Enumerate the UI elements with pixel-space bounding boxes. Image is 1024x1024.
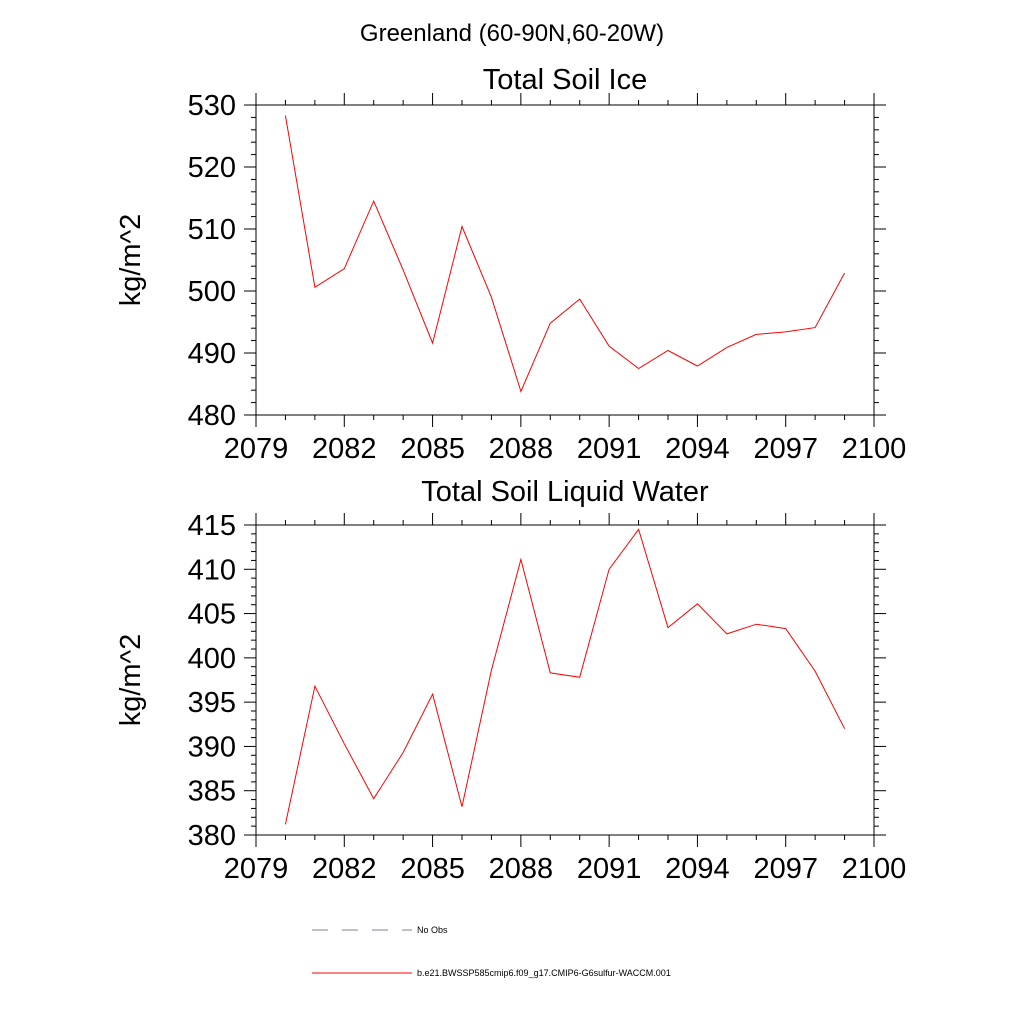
x-tick-label: 2094 bbox=[665, 853, 730, 885]
x-tick-label: 2088 bbox=[489, 433, 554, 465]
x-tick-label: 2085 bbox=[400, 853, 465, 885]
series-line bbox=[284, 528, 846, 825]
x-tick-label: 2100 bbox=[842, 853, 907, 885]
y-tick-label: 520 bbox=[188, 152, 236, 184]
x-tick-label: 2082 bbox=[312, 853, 377, 885]
x-tick-label: 2094 bbox=[665, 433, 730, 465]
legend-label: No Obs bbox=[417, 925, 448, 935]
y-tick-label: 510 bbox=[188, 214, 236, 246]
main-title: Greenland (60-90N,60-20W) bbox=[360, 20, 664, 47]
chart-panel-total-soil-liquid-water: Total Soil Liquid Water kg/m^2 2079 2082 2… bbox=[115, 476, 906, 885]
y-tick-label: 390 bbox=[188, 731, 236, 763]
chart-title: Total Soil Ice bbox=[483, 64, 647, 96]
plot-frame bbox=[255, 104, 875, 416]
x-tick-label: 2097 bbox=[753, 853, 818, 885]
y-axis-label: kg/m^2 bbox=[115, 634, 147, 727]
x-tick-label: 2100 bbox=[842, 433, 907, 465]
x-tick-label: 2091 bbox=[577, 853, 642, 885]
y-axis-label: kg/m^2 bbox=[115, 214, 147, 307]
x-tick-label: 2079 bbox=[224, 853, 289, 885]
x-tick-label: 2082 bbox=[312, 433, 377, 465]
x-tick-label: 2091 bbox=[577, 433, 642, 465]
y-tick-label: 480 bbox=[188, 400, 236, 432]
x-tick-label: 2097 bbox=[753, 433, 818, 465]
legend: No Obs b.e21.BWSSP585cmip6.f09_g17.CMIP6… bbox=[312, 925, 671, 978]
y-tick-label: 380 bbox=[188, 820, 236, 852]
axis-ticks bbox=[244, 513, 886, 847]
y-tick-label: 410 bbox=[188, 554, 236, 586]
y-tick-label: 490 bbox=[188, 338, 236, 370]
legend-label: b.e21.BWSSP585cmip6.f09_g17.CMIP6-G6sulf… bbox=[417, 968, 671, 978]
y-tick-label: 405 bbox=[188, 599, 236, 631]
legend-item-model-run: b.e21.BWSSP585cmip6.f09_g17.CMIP6-G6sulf… bbox=[312, 968, 671, 978]
y-tick-label: 500 bbox=[188, 276, 236, 308]
chart-title: Total Soil Liquid Water bbox=[421, 476, 709, 508]
y-tick-label: 530 bbox=[188, 90, 236, 122]
y-tick-label: 415 bbox=[188, 510, 236, 542]
axis-tick-labels: 2079 2082 2085 2088 2091 2094 2097 2100 480 490 50… bbox=[188, 90, 907, 465]
y-tick-label: 395 bbox=[188, 687, 236, 719]
series-lines bbox=[284, 528, 846, 825]
x-tick-label: 2088 bbox=[489, 853, 554, 885]
plot-frame bbox=[255, 524, 875, 836]
legend-item-no-obs: No Obs bbox=[312, 925, 448, 935]
axis-ticks bbox=[244, 93, 886, 427]
x-tick-label: 2085 bbox=[400, 433, 465, 465]
y-tick-label: 385 bbox=[188, 776, 236, 808]
series-line bbox=[284, 115, 846, 393]
x-tick-label: 2079 bbox=[224, 433, 289, 465]
y-tick-label: 400 bbox=[188, 643, 236, 675]
chart-panel-total-soil-ice: Total Soil Ice kg/m^2 2079 2082 2085 2088 20… bbox=[115, 64, 906, 465]
axis-tick-labels: 2079 2082 2085 2088 2091 2094 2097 2100 380 385 39… bbox=[188, 510, 907, 885]
series-lines bbox=[284, 115, 846, 393]
